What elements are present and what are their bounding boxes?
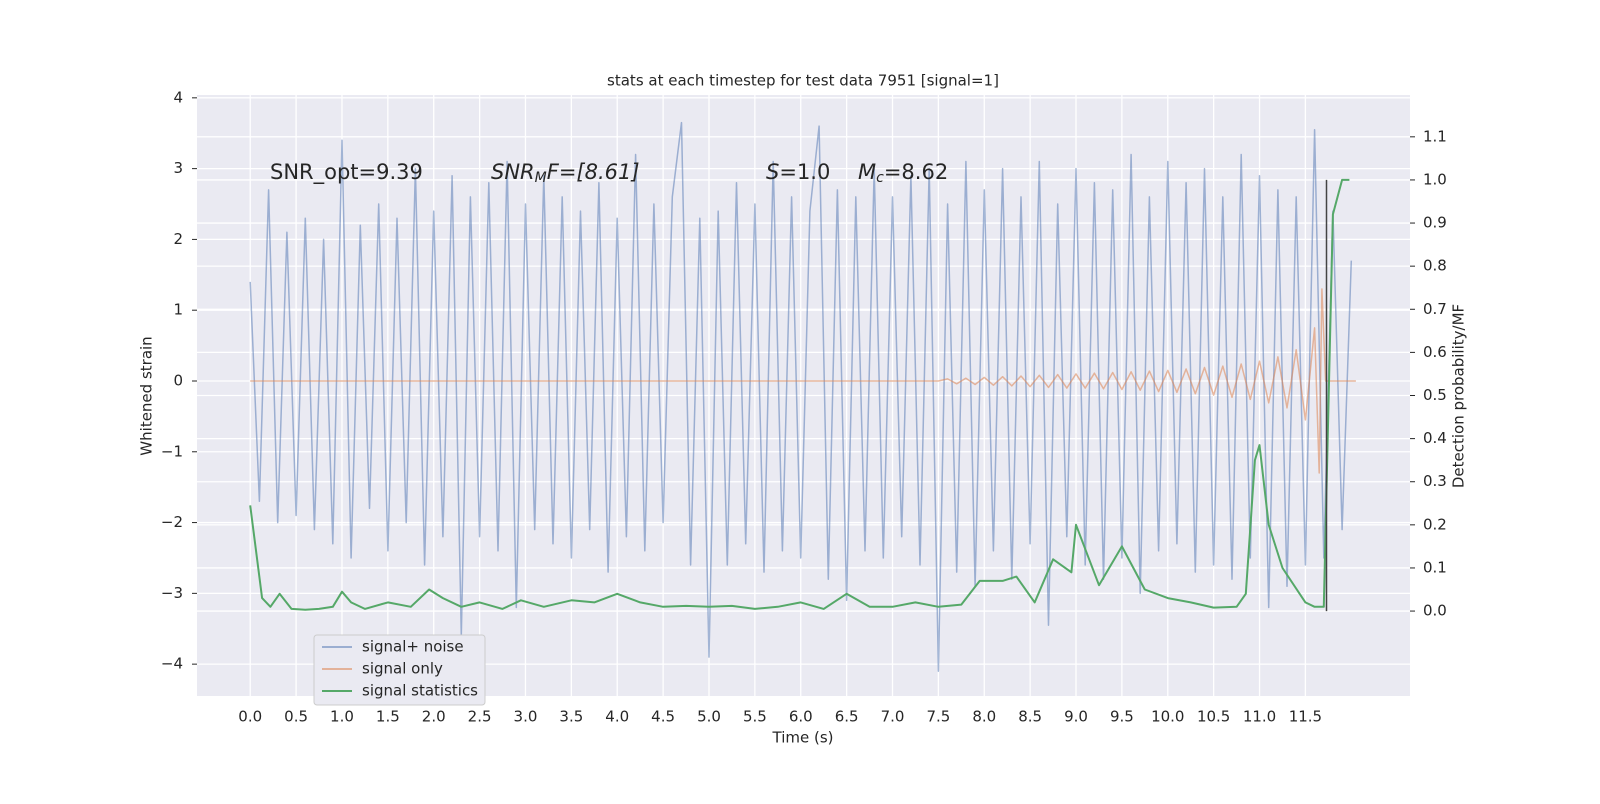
annotation-sub: c [876,170,884,186]
y-tick-label: −1 [161,442,183,460]
x-tick-label: 4.5 [651,708,675,726]
y-tick-label: 3 [173,159,183,177]
x-tick-label: 6.0 [789,708,813,726]
y2-tick-label: 0.2 [1423,515,1447,533]
x-tick-label: 9.5 [1110,708,1134,726]
x-tick-label: 10.0 [1151,708,1184,726]
y2-tick-label: 0.3 [1423,472,1447,490]
y2-tick-label: 0.0 [1423,602,1447,620]
series-line [250,288,1356,474]
labels: 0.0 0.5 1.0 1.5 2.0 2.5 3.0 3.5 4.0 4.5 5.0 5.5 6.0 6… [161,88,1447,725]
y-axis-label: Whitened strain [138,336,156,455]
y2-tick-label: 0.4 [1423,429,1447,447]
y2-tick-label: 0.5 [1423,386,1447,404]
x-tick-label: 8.0 [972,708,996,726]
annotation-base: M [858,160,876,184]
legend: signal+ noise signal only signal statistic… [313,634,486,706]
y-tick-label: −3 [161,584,183,602]
legend-label: signal statistics [362,682,478,700]
y2-tick-label: 1.0 [1423,170,1447,188]
x-tick-label: 6.5 [835,708,859,726]
y-tick-label: 2 [173,230,183,248]
x-tick-label: 11.5 [1289,708,1322,726]
x-tick-label: 7.0 [881,708,905,726]
y2-tick-label: 1.1 [1423,127,1447,145]
chart-title: stats at each timestep for test data 795… [607,72,999,90]
annotation: S=1.0 [766,160,830,184]
x-tick-label: 3.0 [514,708,538,726]
y2-axis-label: Detection probability/MF [1450,304,1468,488]
y2-tick-label: 0.8 [1423,257,1447,275]
y2-tick-label: 0.6 [1423,343,1447,361]
annotation-base: S [766,160,779,184]
series-line [249,121,1353,672]
grid [197,95,1410,696]
y2-tick-label: 0.1 [1423,558,1447,576]
x-tick-label: 5.5 [743,708,767,726]
x-tick-label: 7.5 [926,708,950,726]
x-tick-label: 0.5 [284,708,308,726]
annotation-rest: =8.62 [884,160,948,184]
x-tick-label: 8.5 [1018,708,1042,726]
y-tick-label: −4 [161,655,183,673]
y-tick-label: 0 [173,371,183,389]
x-tick-label: 3.5 [559,708,583,726]
y2-tick-label: 0.9 [1423,214,1447,232]
x-axis-label: Time (s) [772,729,834,747]
legend-label: signal only [362,660,443,678]
annotation-sub: M [535,170,547,186]
annotation-base: SNR_opt=9.39 [270,160,423,185]
legend-label: signal+ noise [362,638,464,656]
annotation: SNR_opt=9.39 [270,160,423,185]
y2-tick-label: 0.7 [1423,300,1447,318]
annotation: SNRMF=[8.61] [491,160,640,186]
annotation-rest: F=[8.61] [547,160,640,184]
x-tick-label: 1.5 [376,708,400,726]
y-tick-label: 4 [173,88,183,106]
marks [249,121,1356,672]
legend-box [313,634,486,706]
x-tick-label: 0.0 [238,708,262,726]
annotation-base: SNR [491,160,535,184]
y-tick-label: −2 [161,513,183,531]
y-tick-label: 1 [173,301,183,319]
x-tick-label: 2.5 [468,708,492,726]
annotation: Mc=8.62 [858,160,948,186]
x-tick-label: 5.0 [697,708,721,726]
x-tick-label: 1.0 [330,708,354,726]
x-tick-label: 2.0 [422,708,446,726]
x-tick-label: 9.0 [1064,708,1088,726]
x-tick-label: 11.0 [1243,708,1276,726]
series-line [249,178,1350,611]
x-tick-label: 10.5 [1197,708,1230,726]
annotation-rest: =1.0 [779,160,830,184]
x-tick-label: 4.0 [605,708,629,726]
